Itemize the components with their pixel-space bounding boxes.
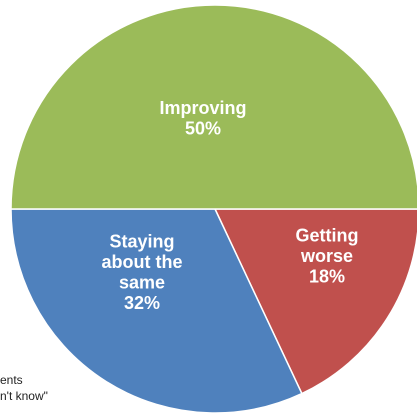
- pie-slice-getting-worse: [213, 208, 417, 395]
- footnote-line-2: n't know": [0, 389, 48, 403]
- footnote-line-1: ents: [0, 373, 23, 387]
- slice-label-line: 32%: [124, 293, 160, 313]
- slice-label-line: 50%: [185, 118, 221, 138]
- slice-label-line: about the: [102, 252, 183, 272]
- pie-slice-improving: [10, 4, 417, 210]
- slice-label-line: Improving: [159, 98, 246, 118]
- slice-label-line: 18%: [309, 267, 345, 287]
- slice-label-line: worse: [300, 246, 353, 266]
- slice-label-getting-worse: Getting worse 18%: [296, 226, 359, 287]
- slice-label-line: same: [119, 272, 165, 292]
- slice-label-improving: Improving 50%: [159, 98, 246, 139]
- pie-slice-staying-about-the-same: [10, 208, 303, 414]
- slice-label-staying-about-the-same: Staying about the same 32%: [102, 231, 183, 313]
- slice-label-line: Getting: [296, 226, 359, 246]
- slice-label-line: Staying: [109, 231, 174, 251]
